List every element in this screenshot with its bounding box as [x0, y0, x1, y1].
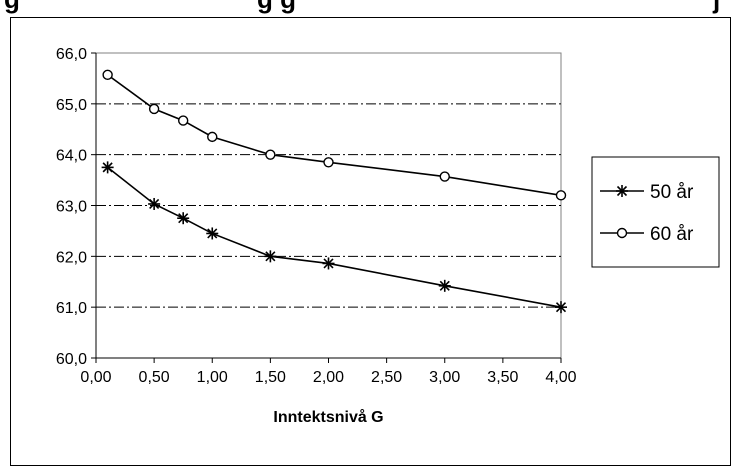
x-tick-label: 2,50 — [371, 369, 402, 386]
series-line-2 — [107, 74, 562, 197]
x-tick-label: 0,00 — [80, 369, 111, 386]
y-tick-label: 63,0 — [56, 199, 87, 216]
data-point-2 — [177, 115, 189, 126]
data-point-1 — [148, 197, 161, 210]
caption-glyph-left: g — [4, 0, 20, 14]
x-tick-label: 3,50 — [487, 369, 518, 386]
x-axis-title: Inntektsnivå G — [273, 408, 383, 426]
legend-label-1: 50 år — [650, 182, 694, 203]
x-tick-label: 1,50 — [255, 369, 286, 386]
data-point-1 — [322, 257, 335, 270]
data-point-2 — [555, 190, 567, 201]
x-tick-label: 0,50 — [139, 369, 170, 386]
data-point-1 — [438, 279, 451, 292]
y-tick-label: 61,0 — [56, 300, 87, 317]
y-tick-label: 62,0 — [56, 249, 87, 266]
x-tick-label: 1,00 — [197, 369, 228, 386]
chart-frame: 60,0 61,0 62,0 63,0 64,0 65,0 66,0 0,00 0,50 1,00… — [10, 17, 731, 466]
y-tick-label: 60,0 — [56, 351, 87, 368]
plot-area — [95, 52, 562, 359]
caption-glyph-mid1: g g — [257, 0, 296, 14]
series-line-1 — [107, 166, 562, 308]
data-point-1 — [177, 212, 190, 225]
data-point-2 — [439, 171, 450, 182]
x-tick-label: 2,00 — [313, 369, 344, 386]
y-tick-label: 64,0 — [56, 148, 87, 165]
data-point-1 — [555, 301, 567, 314]
legend-label-2: 60 år — [650, 224, 694, 245]
data-point-2 — [265, 149, 276, 160]
data-point-2 — [207, 131, 218, 143]
data-point-2 — [102, 69, 113, 81]
legend-marker-2 — [616, 227, 628, 239]
line-chart: 60,0 61,0 62,0 63,0 64,0 65,0 66,0 0,00 0,50 1,00… — [56, 46, 720, 426]
legend-marker-1 — [616, 185, 628, 197]
data-point-1 — [264, 250, 277, 263]
y-tick-label: 66,0 — [56, 46, 87, 63]
data-point-2 — [148, 103, 160, 115]
data-point-1 — [206, 227, 219, 240]
legend-box — [591, 156, 720, 268]
data-point-2 — [323, 157, 334, 168]
caption-glyph-fragments: g g g j — [4, 0, 720, 14]
data-point-1 — [101, 161, 114, 174]
caption-glyph-right: j — [712, 0, 720, 14]
y-tick-label: 65,0 — [56, 97, 87, 114]
x-tick-label: 4,00 — [545, 369, 576, 386]
figure-caption-fragment: g g g j — [0, 0, 741, 14]
x-tick-label: 3,00 — [429, 369, 460, 386]
